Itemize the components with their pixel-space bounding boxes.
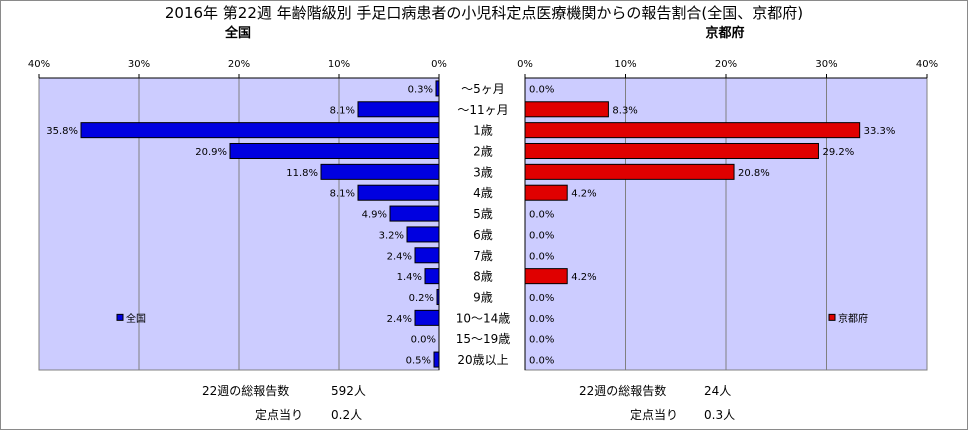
- category-label: 4歳: [473, 186, 493, 200]
- national-data-label: 3.2%: [379, 230, 404, 241]
- kyoto-bar: [524, 142, 819, 160]
- national-total-label: 22週の総報告数: [202, 383, 289, 398]
- kyoto-legend-swatch: [828, 313, 836, 321]
- category-label: 1歳: [473, 124, 493, 138]
- national-data-label: 0.2%: [409, 293, 434, 304]
- kyoto-panel-title: 京都府: [705, 25, 744, 41]
- national-data-label: 0.0%: [411, 335, 436, 346]
- national-data-label: 8.1%: [330, 189, 355, 200]
- kyoto-per-value: 0.3人: [704, 408, 735, 422]
- kyoto-data-label: 29.2%: [822, 147, 854, 158]
- national-bar: [320, 163, 440, 180]
- category-label: 〜11ヶ月: [457, 103, 508, 117]
- kyoto-bar: [524, 163, 735, 180]
- chart-title: 2016年 第22週 年齢階級別 手足口病患者の小児科定点医療機関からの報告割合…: [165, 4, 803, 22]
- kyoto-data-label: 4.2%: [571, 272, 596, 283]
- kyoto-data-label: 0.0%: [529, 314, 554, 325]
- national-bar: [414, 247, 440, 264]
- kyoto-data-label: 0.0%: [529, 356, 554, 367]
- kyoto-tick-label: 20%: [715, 59, 737, 70]
- kyoto-data-label: 4.2%: [571, 189, 596, 200]
- kyoto-tick-label: 0%: [517, 59, 533, 70]
- national-data-label: 0.5%: [406, 356, 431, 367]
- category-label: 6歳: [473, 228, 493, 242]
- national-data-label: 4.9%: [362, 210, 387, 221]
- category-label: 15〜19歳: [456, 332, 511, 346]
- kyoto-data-label: 8.3%: [612, 105, 637, 116]
- kyoto-panel: 0% 10% 20% 30% 40% 0.0% 8.3% 33.3% 29.2% 20.8% 4.2…: [517, 59, 938, 371]
- national-panel: 40% 30% 20% 10% 0% 0.3% 8.1% 35.8% 20.9% 11.8% 8.1…: [28, 59, 447, 371]
- national-tick-label: 20%: [228, 59, 250, 70]
- national-tick-label: 0%: [431, 59, 447, 70]
- national-bar: [436, 288, 440, 306]
- national-data-label: 8.1%: [330, 105, 355, 116]
- national-tick-label: 40%: [28, 59, 50, 70]
- kyoto-tick-label: 10%: [614, 59, 636, 70]
- national-data-label: 2.4%: [387, 314, 412, 325]
- kyoto-per-label: 定点当り: [630, 407, 678, 422]
- kyoto-legend-label: 京都府: [838, 312, 868, 325]
- kyoto-data-label: 33.3%: [864, 126, 896, 137]
- kyoto-bar: [524, 101, 609, 118]
- category-label: 10〜14歳: [456, 311, 511, 325]
- category-label: 2歳: [473, 145, 493, 159]
- category-label: 5歳: [473, 207, 493, 221]
- kyoto-data-label: 0.0%: [529, 230, 554, 241]
- kyoto-bar: [524, 122, 861, 139]
- category-label: 20歳以上: [457, 353, 508, 367]
- category-label: 〜5ヶ月: [461, 82, 505, 96]
- national-bar: [389, 205, 440, 222]
- national-bar: [406, 226, 440, 243]
- kyoto-data-label: 20.8%: [738, 168, 770, 179]
- national-bar: [229, 142, 440, 160]
- national-per-label: 定点当り: [255, 407, 303, 422]
- national-bar: [357, 184, 440, 201]
- national-bar: [357, 101, 440, 118]
- kyoto-data-label: 0.0%: [529, 84, 554, 95]
- national-bar: [433, 351, 440, 368]
- kyoto-data-label: 0.0%: [529, 251, 554, 262]
- national-legend-label: 全国: [126, 312, 146, 325]
- category-label: 8歳: [473, 270, 493, 284]
- national-data-label: 1.4%: [397, 272, 422, 283]
- kyoto-data-label: 0.0%: [529, 210, 554, 221]
- national-tick-label: 10%: [328, 59, 350, 70]
- kyoto-data-label: 0.0%: [529, 335, 554, 346]
- national-data-label: 2.4%: [387, 251, 412, 262]
- category-label: 3歳: [473, 165, 493, 179]
- national-bar: [414, 309, 440, 326]
- national-per-value: 0.2人: [331, 408, 362, 422]
- national-data-label: 35.8%: [46, 126, 78, 137]
- national-bar: [80, 122, 440, 139]
- national-data-label: 11.8%: [286, 168, 318, 179]
- kyoto-tick-label: 30%: [815, 59, 837, 70]
- national-tick-label: 30%: [128, 59, 150, 70]
- national-panel-title: 全国: [224, 25, 251, 41]
- national-data-label: 0.3%: [408, 84, 433, 95]
- category-label: 7歳: [473, 249, 493, 263]
- category-label: 9歳: [473, 291, 493, 305]
- national-total-value: 592人: [331, 384, 366, 398]
- national-bar: [424, 268, 440, 285]
- kyoto-total-label: 22週の総報告数: [579, 383, 666, 398]
- national-bar: [435, 80, 440, 97]
- kyoto-tick-label: 40%: [916, 59, 938, 70]
- category-labels: 〜5ヶ月〜11ヶ月 1歳 2歳 3歳 4歳 5歳 6歳 7歳 8歳 9歳 10〜14歳 15〜19歳 2…: [456, 82, 511, 367]
- kyoto-total-value: 24人: [704, 384, 731, 398]
- national-data-label: 20.9%: [195, 147, 227, 158]
- kyoto-data-label: 0.0%: [529, 293, 554, 304]
- kyoto-bar: [524, 184, 568, 201]
- national-legend-swatch: [116, 313, 124, 321]
- kyoto-bar: [524, 268, 568, 285]
